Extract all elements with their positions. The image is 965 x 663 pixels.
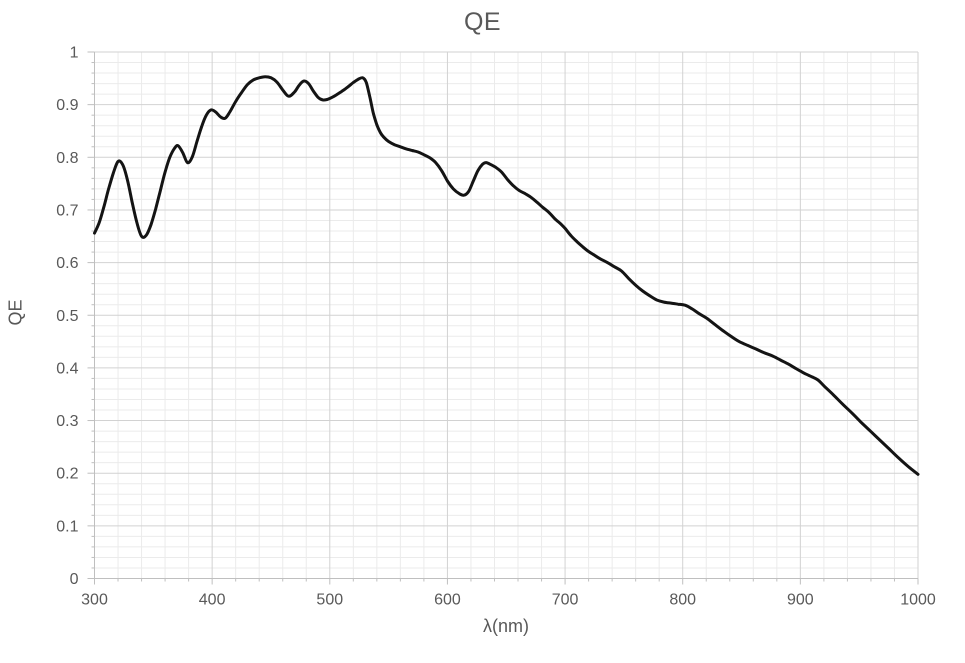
x-tick-label: 500 xyxy=(316,592,343,609)
x-tick-label: 600 xyxy=(434,592,461,609)
chart-title: QE xyxy=(463,8,502,36)
x-tick-label: 400 xyxy=(199,592,226,609)
y-tick-label: 0.1 xyxy=(56,518,78,535)
y-tick-label: 0.5 xyxy=(56,308,78,325)
y-tick-label: 1 xyxy=(70,45,79,62)
x-tick-label: 700 xyxy=(552,592,579,609)
y-tick-labels: 0 0.1 0.2 0.3 0.4 0.5 0.6 0.7 0.8 0.9 1 xyxy=(56,45,78,589)
x-tick-label: 300 xyxy=(81,592,108,609)
y-tick-label: 0.9 xyxy=(56,97,78,114)
qe-series xyxy=(93,75,920,476)
y-tick-label: 0.4 xyxy=(56,360,78,377)
x-tick-labels: 300 400 500 600 700 800 900 1000 xyxy=(81,592,936,609)
y-tick-label: 0.2 xyxy=(56,466,78,483)
x-tick-label: 1000 xyxy=(900,592,936,609)
y-tick-label: 0.7 xyxy=(56,202,78,219)
axis-lines xyxy=(94,52,918,579)
x-axis-title: λ(nm) xyxy=(483,616,529,636)
x-tick-label: 800 xyxy=(669,592,696,609)
y-tick-label: 0 xyxy=(70,571,79,588)
y-tick-label: 0.3 xyxy=(56,413,78,430)
x-tick-label: 900 xyxy=(787,592,814,609)
y-tick-label: 0.6 xyxy=(56,255,78,272)
major-gridlines xyxy=(94,51,919,579)
y-tick-label: 0.8 xyxy=(56,150,78,167)
qe-curve xyxy=(93,75,920,476)
